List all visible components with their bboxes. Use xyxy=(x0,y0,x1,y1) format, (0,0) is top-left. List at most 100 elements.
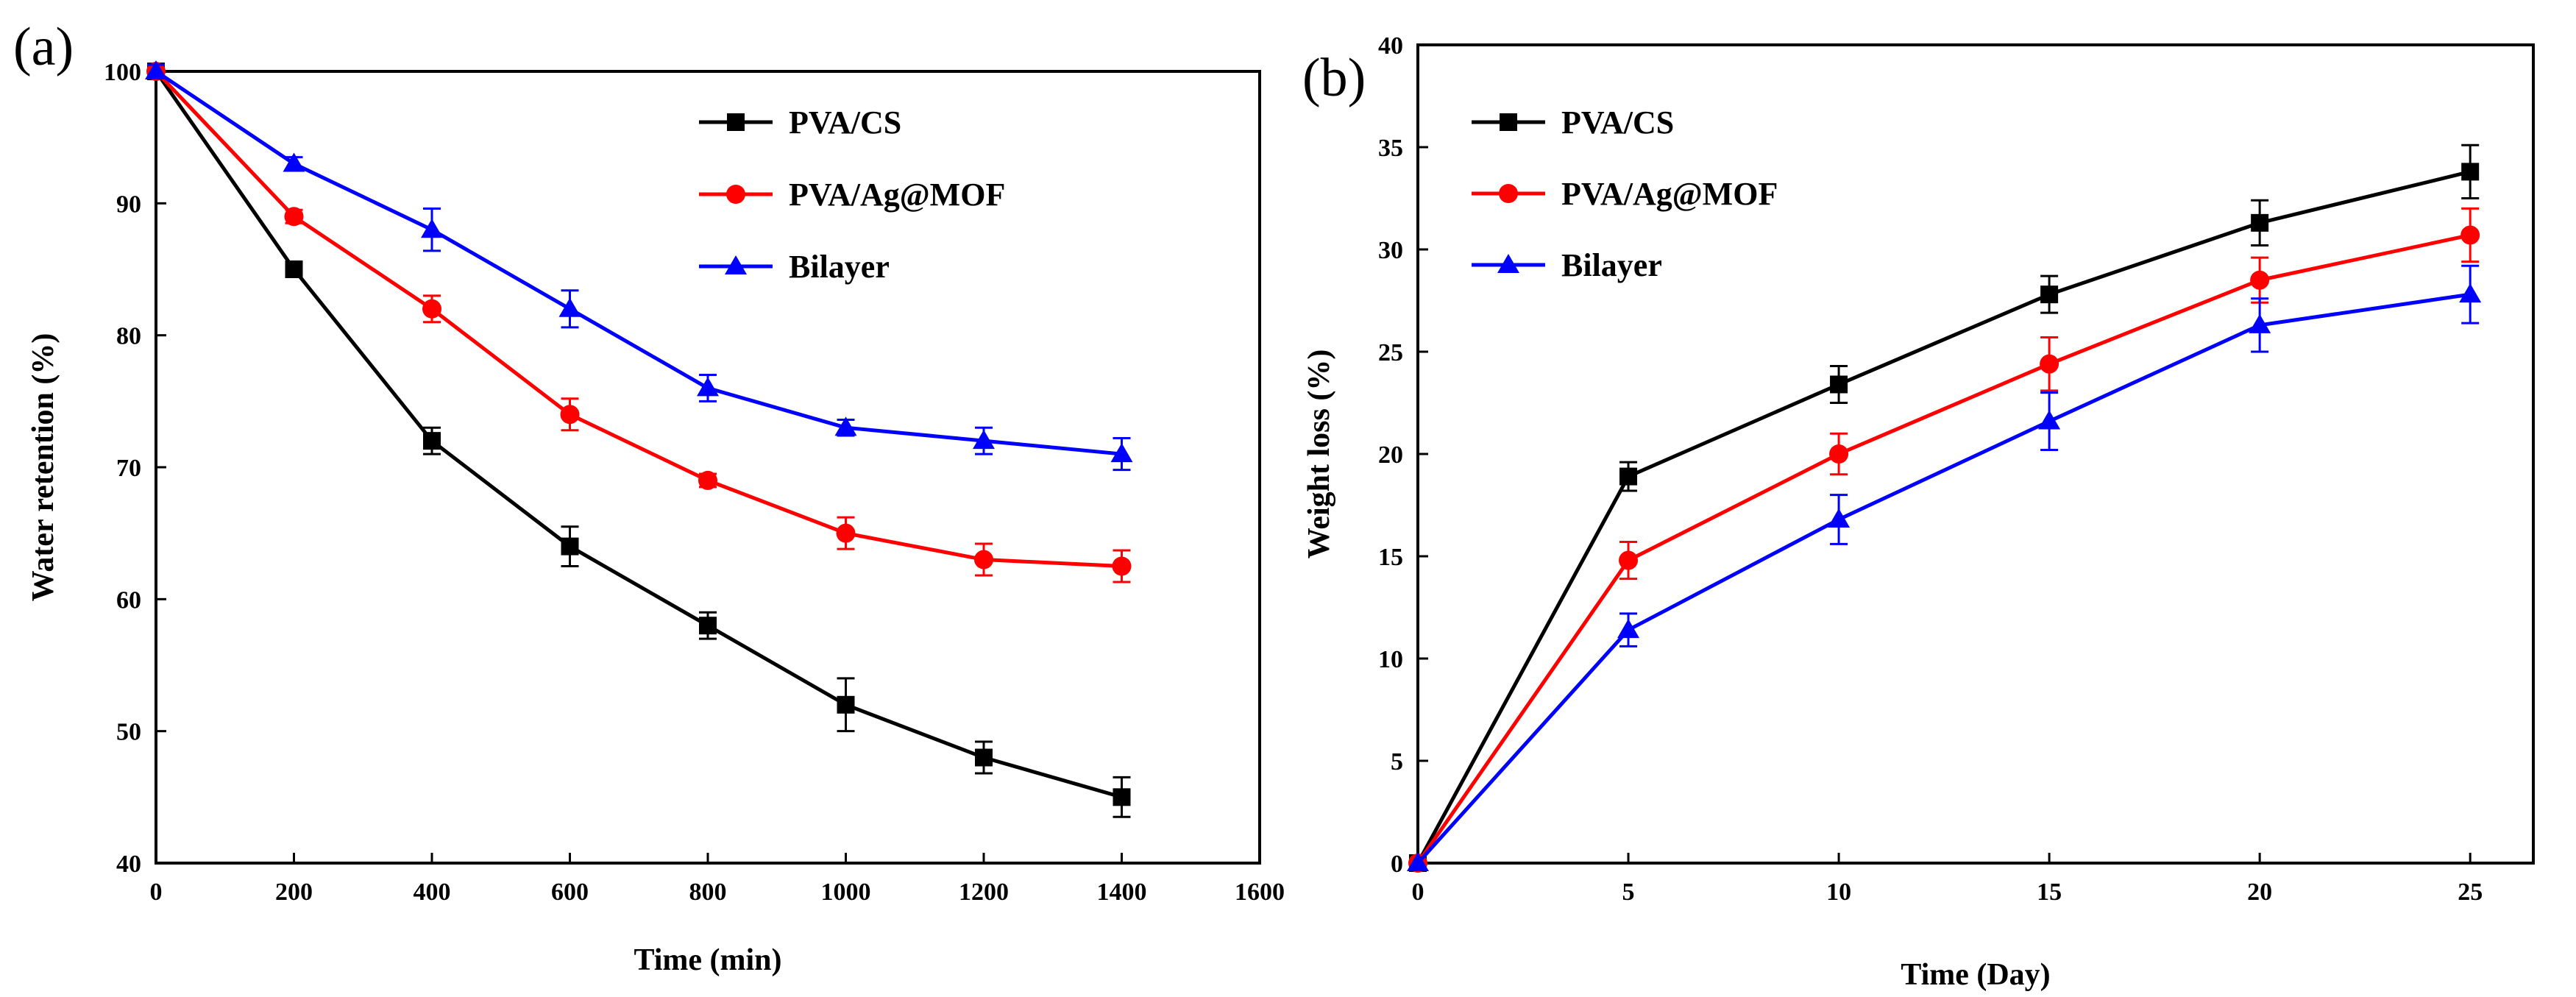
data-point xyxy=(834,416,857,436)
data-point xyxy=(1829,444,1849,464)
legend-entry: PVA/Ag@MOF xyxy=(1561,176,1778,212)
x-tick-label: 0 xyxy=(1412,879,1424,906)
data-point xyxy=(837,695,855,714)
y-tick-label: 40 xyxy=(1378,32,1403,60)
legend-marker xyxy=(726,185,745,204)
data-point xyxy=(2249,313,2271,333)
panel-b-group: 0 5 10 15 20 25 0 5 10 15 20 25 30 35 40 Time (Day) Weig… xyxy=(1302,32,2535,992)
data-point xyxy=(1113,788,1131,806)
x-tick-label: 15 xyxy=(2037,879,2062,906)
data-point xyxy=(561,537,579,556)
series-line xyxy=(1416,169,2471,865)
data-point xyxy=(1619,467,1638,486)
x-tick-label: 200 xyxy=(275,879,313,906)
panel-b-x-axis-title: Time (Day) xyxy=(1901,958,2050,992)
data-point xyxy=(2040,354,2059,374)
legend-marker xyxy=(727,113,745,131)
x-tick-label: 1600 xyxy=(1235,879,1285,906)
x-tick-label: 400 xyxy=(414,879,451,906)
data-point xyxy=(2040,285,2059,304)
data-point xyxy=(1407,852,1429,871)
panel-b-y-axis-title: Weight loss (%) xyxy=(1302,350,1336,559)
y-tick-label: 20 xyxy=(1378,441,1403,469)
series-line xyxy=(154,70,1123,799)
x-tick-label: 1400 xyxy=(1097,879,1147,906)
legend-marker xyxy=(1499,184,1518,203)
series-bilayer xyxy=(1407,264,2482,871)
panel-a-x-axis-title: Time (min) xyxy=(634,943,781,977)
data-point xyxy=(1110,443,1133,463)
data-point xyxy=(1112,556,1132,576)
series-line xyxy=(155,70,1122,568)
data-point xyxy=(2038,410,2061,430)
data-point xyxy=(422,299,441,319)
legend-entry: PVA/CS xyxy=(1561,104,1674,141)
x-tick-label: 5 xyxy=(1622,879,1635,906)
y-tick-label: 90 xyxy=(116,191,141,218)
data-point xyxy=(974,550,993,570)
legend-entry: PVA/Ag@MOF xyxy=(789,177,1005,213)
data-point xyxy=(699,617,717,635)
y-tick-label: 10 xyxy=(1378,646,1403,673)
y-tick-label: 50 xyxy=(116,719,141,746)
data-point xyxy=(973,430,995,450)
panel-a-legend: PVA/CS PVA/Ag@MOF Bilayer xyxy=(699,104,1005,285)
x-tick-label: 20 xyxy=(2247,879,2272,906)
series-pva-ag-mof xyxy=(1408,207,2480,873)
x-tick-label: 800 xyxy=(689,879,727,906)
data-point xyxy=(145,60,167,79)
data-point xyxy=(975,748,993,767)
data-point xyxy=(698,470,717,490)
y-tick-label: 60 xyxy=(116,586,141,614)
data-point xyxy=(1619,550,1639,570)
data-point xyxy=(285,260,303,278)
legend-marker xyxy=(1500,113,1517,131)
panel-b-legend: PVA/CS PVA/Ag@MOF Bilayer xyxy=(1472,104,1778,283)
y-tick-label: 80 xyxy=(116,323,141,350)
panel-a-label: (a) xyxy=(13,17,74,77)
x-tick-label: 1000 xyxy=(821,879,871,906)
data-point xyxy=(421,219,443,238)
y-tick-label: 5 xyxy=(1391,748,1403,776)
panel-a-y-axis-title: Water retention (%) xyxy=(26,333,60,602)
panel-a-plot-frame xyxy=(155,70,1261,865)
series-line xyxy=(1416,292,2471,865)
legend-marker xyxy=(725,255,747,274)
series-pva-ag-mof xyxy=(146,62,1132,583)
data-point xyxy=(423,432,441,450)
y-tick-label: 40 xyxy=(116,851,141,878)
data-point xyxy=(2250,270,2270,290)
data-point xyxy=(1828,508,1851,528)
data-point xyxy=(1617,619,1640,639)
data-point xyxy=(1830,375,1848,394)
data-point xyxy=(283,152,305,172)
data-point xyxy=(2459,283,2482,303)
series-bilayer xyxy=(145,60,1133,472)
x-tick-label: 600 xyxy=(551,879,589,906)
data-point xyxy=(2460,225,2480,245)
legend-entry: Bilayer xyxy=(1561,247,1662,283)
y-tick-label: 0 xyxy=(1391,851,1403,878)
y-tick-label: 15 xyxy=(1378,544,1403,571)
panel-a-group: 0 200 400 600 800 1000 1200 1400 1600 40 50 60 70 80 9… xyxy=(13,17,1285,977)
legend-entry: Bilayer xyxy=(789,249,890,285)
y-tick-label: 35 xyxy=(1378,135,1403,162)
y-tick-label: 30 xyxy=(1378,237,1403,264)
y-tick-label: 100 xyxy=(104,59,141,86)
data-point xyxy=(558,297,581,317)
series-line xyxy=(1416,233,2471,865)
legend-entry: PVA/CS xyxy=(789,104,901,141)
data-point xyxy=(284,207,304,227)
data-point xyxy=(560,405,580,425)
data-point xyxy=(2461,163,2480,181)
x-tick-label: 0 xyxy=(150,879,163,906)
data-point xyxy=(836,523,856,543)
y-tick-label: 70 xyxy=(116,455,141,482)
panel-b-label: (b) xyxy=(1302,48,1366,108)
series-line xyxy=(155,69,1122,456)
x-tick-label: 10 xyxy=(1826,879,1851,906)
x-tick-label: 1200 xyxy=(959,879,1009,906)
data-point xyxy=(697,377,719,397)
